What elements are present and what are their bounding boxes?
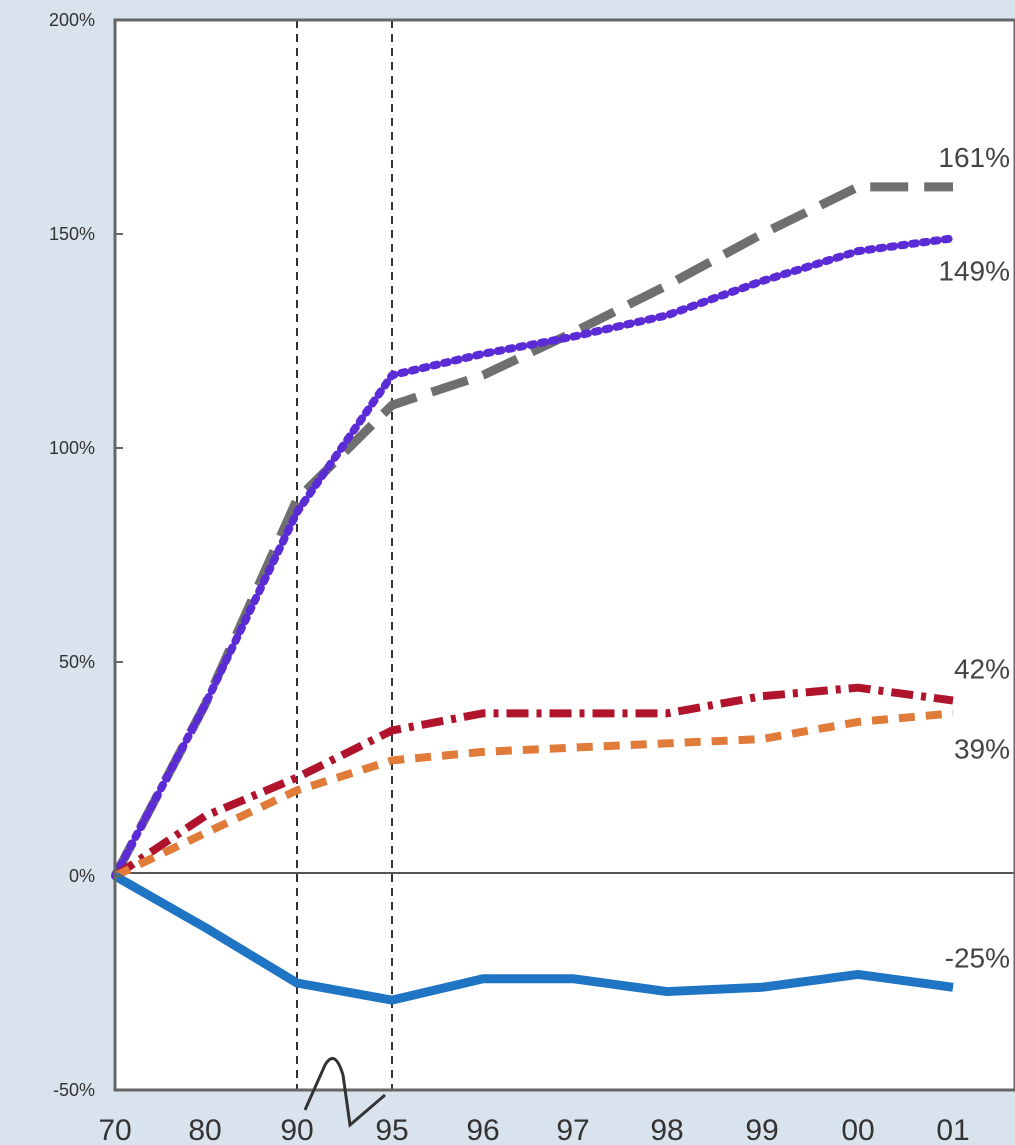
x-tick-label: 98 [650,1114,683,1145]
axis-break-mark [303,1056,386,1128]
x-tick-label: 95 [375,1114,408,1145]
y-tick-label: 100% [49,438,95,458]
series-end-label: 161% [938,142,1010,173]
y-tick-label: 50% [59,652,95,672]
y-tick-label: 0% [69,866,95,886]
series-line-2 [111,234,957,880]
series-end-label: 149% [938,255,1010,286]
x-tick-label: 99 [745,1114,778,1145]
y-tick-label: -50% [53,1080,95,1100]
x-tick-label: 70 [98,1114,131,1145]
series-end-label: 39% [954,733,1010,764]
series-end-label: -25% [945,942,1010,973]
x-tick-label: 01 [936,1114,969,1145]
series-line-4 [113,709,954,880]
x-tick-label: 00 [841,1114,874,1145]
x-tick-label: 80 [188,1114,221,1145]
y-tick-label: 150% [49,224,95,244]
series-end-label: 42% [954,654,1010,685]
plot-frame [113,18,1015,1092]
x-tick-label: 97 [556,1114,589,1145]
y-tick-label: 200% [49,10,95,30]
plot-area [115,20,1015,1090]
series-line-3 [112,683,954,880]
series-line-5 [112,872,954,1005]
x-tick-label: 90 [280,1114,313,1145]
x-tick-label: 96 [466,1114,499,1145]
